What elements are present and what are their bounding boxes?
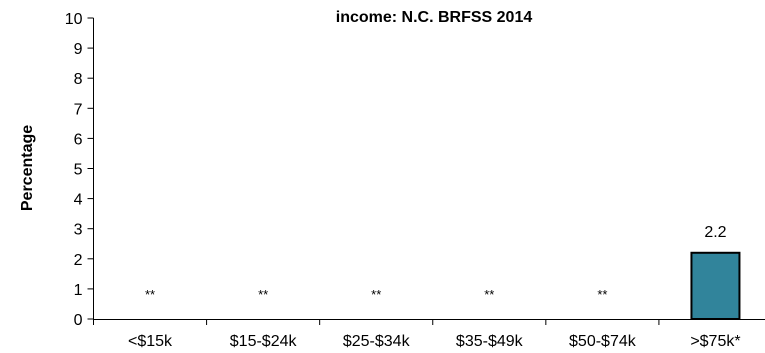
- y-tick-label: 2: [74, 252, 83, 269]
- y-tick-label: 1: [74, 282, 83, 299]
- data-labels: ** ** ** ** ** 2.2: [145, 224, 727, 302]
- x-tick-label: <$15k: [128, 333, 173, 350]
- y-tick-label: 6: [74, 131, 83, 148]
- x-axis-ticks: <$15k $15-$24k $25-$34k $35-$49k $50-$74k >$7…: [93, 319, 741, 350]
- y-tick-label: 8: [74, 71, 83, 88]
- suppressed-data-label: **: [145, 287, 155, 302]
- x-tick-label: $25-$34k: [343, 333, 411, 350]
- x-tick-label: $50-$74k: [569, 333, 637, 350]
- y-tick-label: 3: [74, 222, 83, 239]
- y-axis-ticks: 0 1 2 3 4 5 6 7 8 9 10: [65, 11, 94, 329]
- y-tick-label: 5: [74, 162, 83, 179]
- suppressed-data-label: **: [597, 287, 607, 302]
- y-axis-label: Percentage: [19, 125, 36, 211]
- suppressed-data-label: **: [371, 287, 381, 302]
- suppressed-data-label: **: [258, 287, 268, 302]
- suppressed-data-label: **: [484, 287, 494, 302]
- y-tick-label: 0: [74, 312, 83, 329]
- x-tick-label: $15-$24k: [230, 333, 298, 350]
- y-tick-label: 4: [74, 192, 83, 209]
- x-tick-label: $35-$49k: [456, 333, 524, 350]
- chart-title: income: N.C. BRFSS 2014: [336, 9, 533, 26]
- x-tick-label: >$75k*: [690, 333, 740, 350]
- y-tick-label: 10: [65, 11, 83, 28]
- bar: [690, 251, 741, 320]
- bar-series: [690, 251, 741, 320]
- y-tick-label: 7: [74, 101, 83, 118]
- y-tick-label: 9: [74, 41, 83, 58]
- data-label: 2.2: [704, 224, 726, 241]
